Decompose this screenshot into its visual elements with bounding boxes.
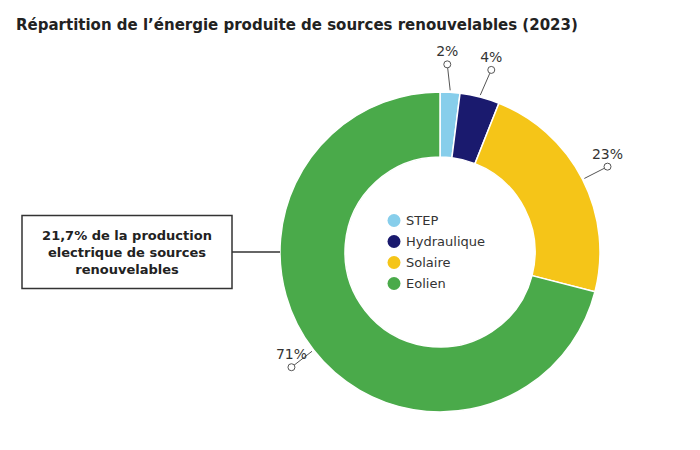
legend-entry: Solaire <box>406 255 450 270</box>
legend-entry: Eolien <box>406 276 446 291</box>
annotation-line: electrique de sources <box>48 245 206 260</box>
leader-dot <box>288 364 295 371</box>
leader-dot <box>444 61 451 68</box>
legend-swatch <box>388 277 401 290</box>
legend-entry: STEP <box>406 213 438 228</box>
background <box>0 0 700 450</box>
annotation-connector <box>232 251 280 253</box>
annotation-line: 21,7% de la production <box>42 228 212 243</box>
leader-dot <box>488 66 495 73</box>
chart-container: Répartition de l’énergie produite de sou… <box>0 0 700 450</box>
data-label: 23% <box>592 146 623 162</box>
wedges <box>280 92 600 412</box>
title: Répartition de l’énergie produite de sou… <box>16 16 578 34</box>
donut-wedge <box>280 92 595 412</box>
data-labels: 2% 4% 23% 71% <box>276 43 623 370</box>
leader-dot <box>604 163 611 170</box>
annotation-box <box>22 216 232 289</box>
donut-wedge <box>475 103 600 292</box>
legend: STEP Hydraulique Solaire Eolien <box>388 213 485 291</box>
annotation-text: 21,7% de la production electrique de sour… <box>42 228 212 277</box>
legend-swatch <box>388 214 401 227</box>
legend-swatch <box>388 235 401 248</box>
data-label: 71% <box>276 346 307 362</box>
leader-line <box>480 70 491 95</box>
data-label: 4% <box>480 49 502 65</box>
annotation: 21,7% de la production electrique de sour… <box>22 216 280 289</box>
chart-svg: Répartition de l’énergie produite de sou… <box>0 0 700 450</box>
legend-swatch <box>388 256 401 269</box>
annotation-line: renouvelables <box>75 262 179 277</box>
legend-entry: Hydraulique <box>406 234 485 249</box>
data-label: 2% <box>436 43 458 59</box>
